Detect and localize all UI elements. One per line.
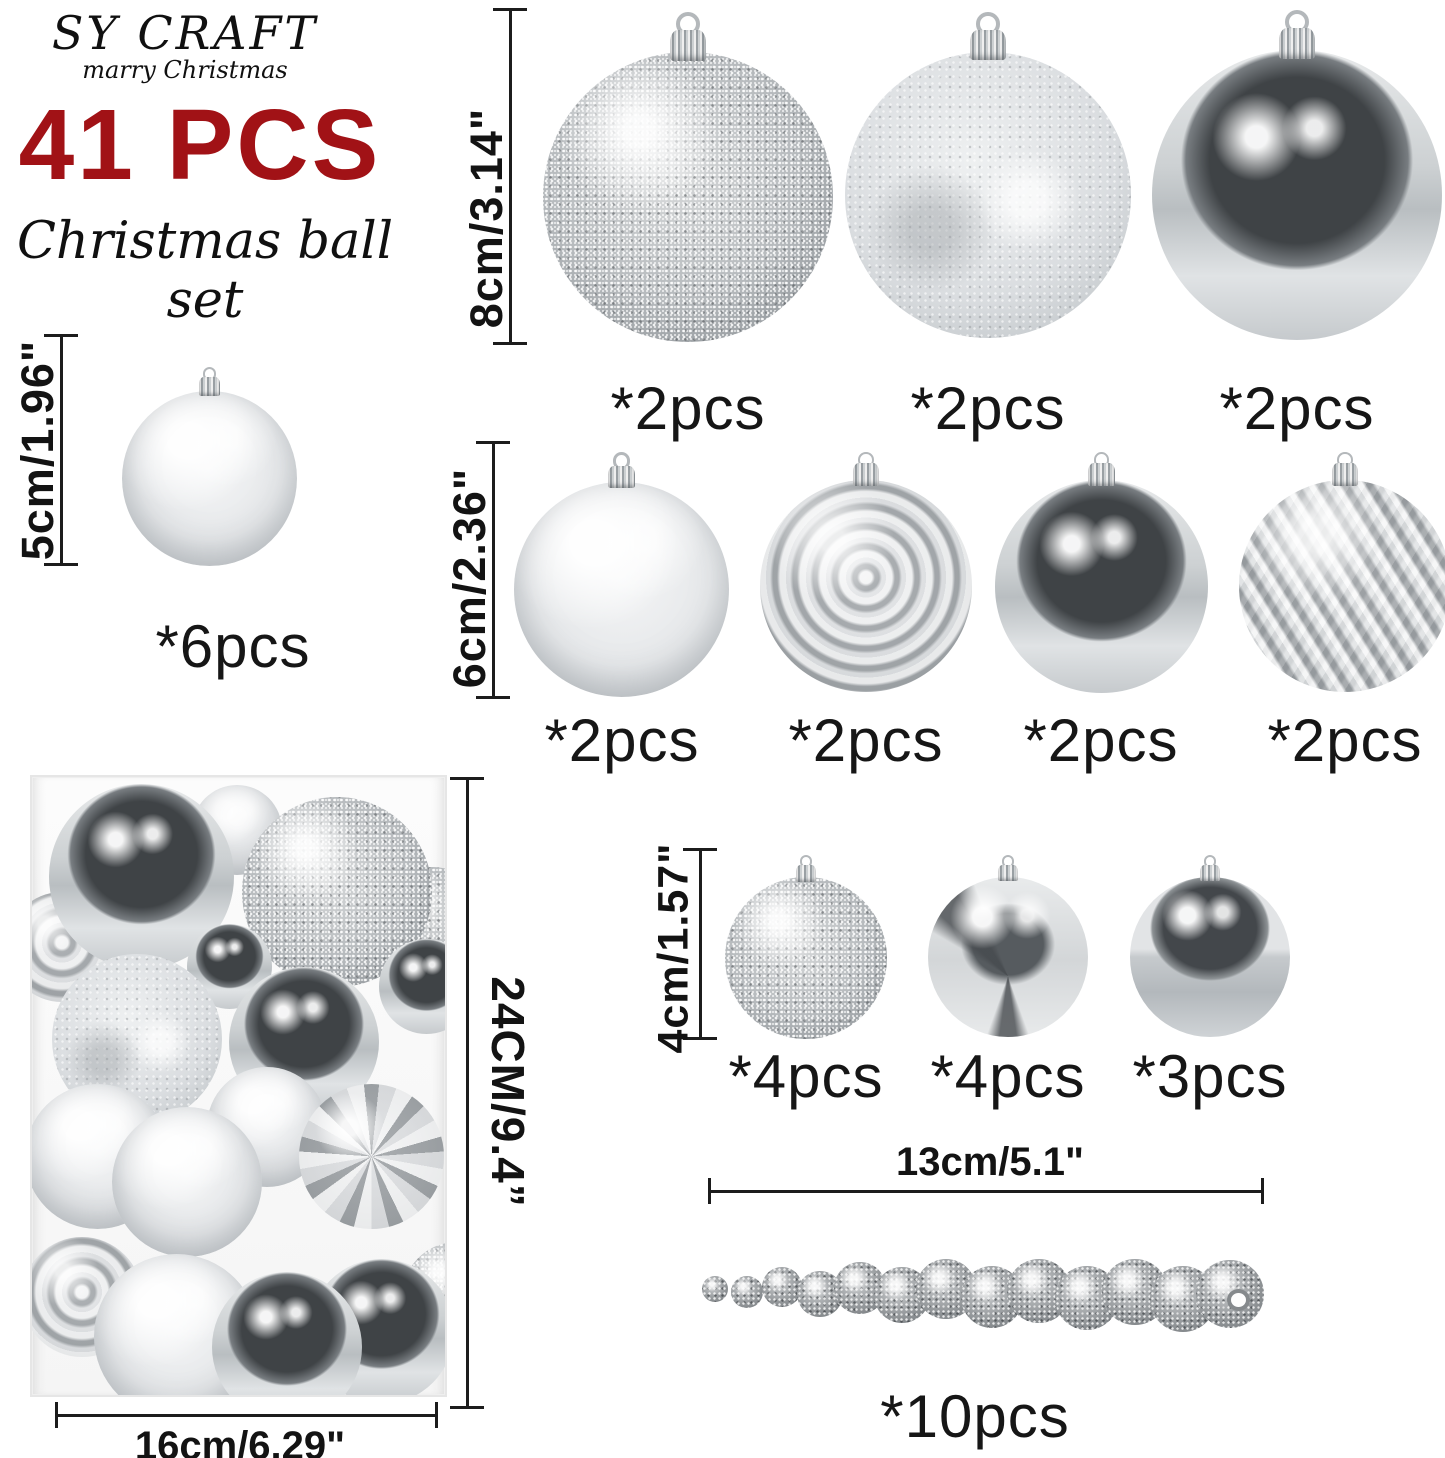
ornament-5cm-matte bbox=[122, 367, 297, 566]
icicle-lobe bbox=[762, 1267, 802, 1307]
ornament-cap-icon bbox=[1200, 864, 1220, 882]
ornament-6cm-matte bbox=[514, 452, 729, 698]
ornament-cap-icon bbox=[198, 377, 221, 396]
qty-label: *4pcs bbox=[728, 1043, 884, 1110]
ornament-cap-icon bbox=[608, 465, 635, 489]
icicle-lobe bbox=[702, 1276, 728, 1302]
ornament-6cm-mirror bbox=[995, 452, 1208, 693]
measure-label-icicle: 13cm/5.1" bbox=[896, 1140, 1084, 1184]
brand-tagline: marry Christmas bbox=[82, 56, 288, 84]
measure-label-box-width: 16cm/6.29" bbox=[134, 1424, 346, 1458]
measure-label-8cm: 8cm/3.14" bbox=[461, 107, 512, 329]
ornament-cap-icon bbox=[970, 30, 1006, 61]
measure-label-6cm: 6cm/2.36" bbox=[444, 467, 495, 689]
qty-label: *6pcs bbox=[155, 613, 311, 680]
qty-label: *3pcs bbox=[1132, 1043, 1288, 1110]
qty-label: *2pcs bbox=[610, 375, 766, 442]
ornament-cap-icon bbox=[1331, 463, 1359, 486]
ornament-4cm-half bbox=[1130, 855, 1290, 1037]
ornament-8cm-mirror bbox=[1152, 10, 1442, 341]
measure-line-box-width bbox=[55, 1402, 438, 1428]
piece-count-title: 41 PCS bbox=[18, 89, 382, 201]
brand-name: SY CRAFT bbox=[51, 6, 319, 60]
ornament-4cm-tree bbox=[928, 855, 1088, 1037]
icicle-hanging-hole-icon bbox=[1227, 1289, 1250, 1311]
measure-line-box-height bbox=[450, 777, 484, 1409]
ball-sphere-matte bbox=[514, 482, 729, 698]
ball-sphere-matte bbox=[122, 390, 297, 566]
ornament-cap-icon bbox=[1088, 463, 1115, 486]
ornament-cap-icon bbox=[669, 30, 707, 61]
ornament-cap-icon bbox=[852, 463, 880, 486]
boxed-ball bbox=[112, 1107, 262, 1257]
ornament-cap-icon bbox=[1278, 28, 1316, 59]
ball-sphere-leaf bbox=[1239, 479, 1445, 692]
ornament-8cm-glitter bbox=[543, 12, 833, 343]
qty-label: *2pcs bbox=[1219, 375, 1375, 442]
ornament-6cm-leaf bbox=[1239, 452, 1445, 692]
ornament-8cm-santa bbox=[845, 12, 1131, 339]
ball-sphere-tree bbox=[928, 876, 1088, 1037]
set-subtitle: Christmas ball set bbox=[16, 212, 394, 330]
boxed-ball bbox=[299, 1084, 444, 1229]
ornament-4cm-glitter bbox=[725, 855, 887, 1040]
qty-label: *2pcs bbox=[1023, 707, 1179, 774]
qty-label: *2pcs bbox=[788, 707, 944, 774]
ball-sphere-santa bbox=[845, 52, 1131, 339]
ornament-cap-icon bbox=[998, 864, 1018, 882]
qty-label: *2pcs bbox=[1267, 707, 1423, 774]
storage-box-photo bbox=[30, 775, 447, 1397]
ornament-cap-icon bbox=[795, 864, 817, 882]
measure-line-8cm bbox=[493, 8, 527, 345]
measure-line-icicle bbox=[708, 1178, 1264, 1204]
ball-sphere-mirror bbox=[995, 479, 1208, 693]
qty-label: *2pcs bbox=[544, 707, 700, 774]
ball-sphere-mirror bbox=[1152, 50, 1442, 341]
qty-label: *2pcs bbox=[910, 375, 1066, 442]
measure-label-5cm: 5cm/1.96" bbox=[12, 339, 63, 561]
measure-line-4cm bbox=[683, 848, 717, 1040]
qty-label: *4pcs bbox=[930, 1043, 1086, 1110]
icicle-lobe bbox=[731, 1276, 763, 1308]
ornament-6cm-ornate bbox=[760, 452, 972, 692]
ball-sphere-ornate bbox=[760, 479, 972, 692]
ball-sphere-glitter bbox=[725, 877, 887, 1040]
qty-label: *10pcs bbox=[880, 1383, 1070, 1450]
ball-sphere-glitter bbox=[543, 52, 833, 343]
boxed-ball bbox=[212, 1272, 362, 1395]
ball-sphere-half bbox=[1130, 876, 1290, 1037]
measure-label-4cm: 4cm/1.57" bbox=[649, 842, 698, 1054]
measure-line-6cm bbox=[476, 441, 510, 699]
measure-line-5cm bbox=[44, 334, 78, 566]
measure-label-box-height: 24CM/9.4” bbox=[482, 976, 534, 1208]
